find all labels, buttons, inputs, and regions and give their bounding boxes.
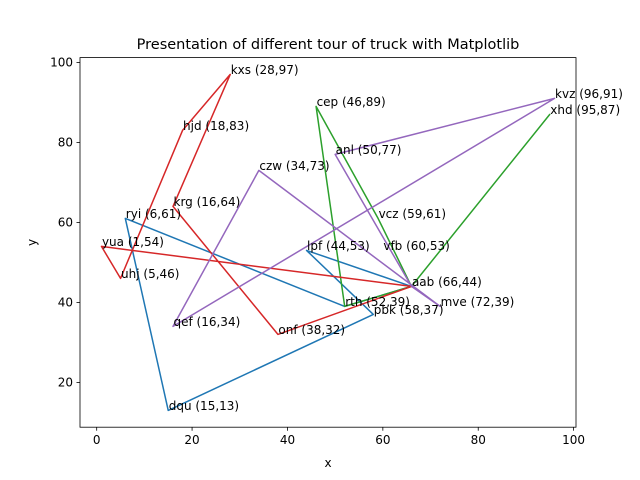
- point-label-cep: cep (46,89): [317, 95, 386, 109]
- x-tick-label: 20: [184, 433, 199, 447]
- series-line-3: [315, 105, 551, 308]
- point-label-uhj: uhj (5,46): [121, 267, 179, 281]
- series-line-4: [100, 73, 412, 336]
- point-label-dqu: dqu (15,13): [169, 399, 239, 413]
- point-label-kvz: kvz (96,91): [555, 87, 623, 101]
- x-axis: 0 20 40 60 80 100: [93, 427, 585, 447]
- point-label-layer: kxs (28,97) hjd (18,83) cep (46,89) kvz (96…: [102, 63, 623, 413]
- point-label-vfb: vfb (60,53): [383, 239, 449, 253]
- point-label-yua: yua (1,54): [102, 235, 164, 249]
- y-axis: 20 40 60 80 100: [50, 56, 80, 390]
- point-label-anl: anl (50,77): [336, 143, 402, 157]
- point-label-hjd: hjd (18,83): [183, 119, 249, 133]
- series-line-5: [172, 97, 556, 328]
- y-tick-label: 80: [58, 136, 73, 150]
- y-tick-label: 40: [58, 296, 73, 310]
- series-layer: [100, 73, 556, 412]
- point-label-krg: krg (16,64): [174, 195, 241, 209]
- x-tick-label: 100: [562, 433, 585, 447]
- point-label-ryi: ryi (6,61): [126, 207, 181, 221]
- point-label-kxs: kxs (28,97): [231, 63, 299, 77]
- point-label-xhd: xhd (95,87): [550, 103, 620, 117]
- point-label-czw: czw (34,73): [259, 159, 329, 173]
- point-label-vcz: vcz (59,61): [379, 207, 447, 221]
- x-axis-title: x: [324, 456, 331, 470]
- point-label-pbk: pbk (58,37): [374, 303, 444, 317]
- point-label-rth: rth (52,39): [345, 295, 410, 309]
- x-tick-label: 40: [280, 433, 295, 447]
- chart-title: Presentation of different tour of truck …: [137, 37, 520, 53]
- plot-frame: [79, 57, 577, 428]
- point-label-qef: qef (16,34): [174, 315, 241, 329]
- y-tick-label: 20: [58, 376, 73, 390]
- y-tick-label: 100: [50, 56, 73, 70]
- x-tick-label: 60: [375, 433, 390, 447]
- x-tick-label: 0: [93, 433, 101, 447]
- x-tick-label: 80: [471, 433, 486, 447]
- y-tick-label: 60: [58, 216, 73, 230]
- point-label-aab: aab (66,44): [412, 275, 482, 289]
- point-label-mve: mve (72,39): [441, 295, 515, 309]
- point-label-onf: onf (38,32): [278, 323, 345, 337]
- y-axis-title: y: [25, 239, 39, 246]
- point-label-lpf: lpf (44,53): [307, 239, 370, 253]
